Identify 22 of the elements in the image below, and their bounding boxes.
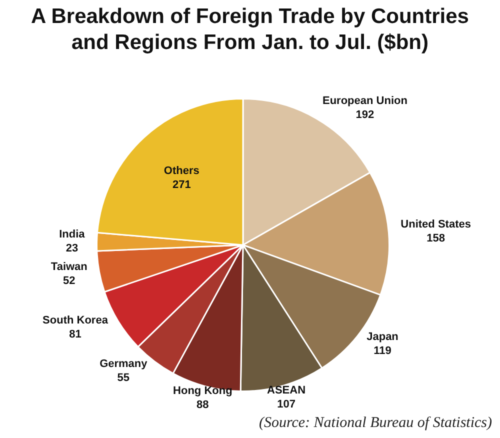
- slice-label: Japan: [366, 330, 399, 343]
- data-label: 107: [277, 398, 296, 410]
- slice-label: Germany: [100, 358, 148, 370]
- slice-label: India: [59, 228, 86, 241]
- text: (Source: National Bureau of Statistics): [258, 415, 492, 432]
- slice-label: Taiwan: [50, 260, 88, 273]
- slice-label: United States: [400, 218, 471, 231]
- chart-title: A Breakdown of Foreign Trade by Countries and Regions From Jan. to Jul. ($bn): [30, 4, 470, 56]
- slice-label: Hong Kong: [173, 385, 232, 398]
- slice-label: European Union: [322, 95, 408, 108]
- data-label: 88: [196, 399, 209, 412]
- data-label: 271: [172, 179, 191, 192]
- slice-label: ASEAN: [267, 384, 306, 396]
- data-label: 23: [66, 242, 78, 255]
- data-label: 119: [374, 344, 392, 357]
- data-label: 158: [426, 232, 446, 245]
- slice-label: Others: [164, 165, 200, 178]
- data-label: 52: [63, 274, 76, 287]
- slice-label: South Korea: [42, 314, 109, 327]
- data-label: 55: [117, 372, 130, 384]
- data-label: 192: [356, 109, 374, 122]
- data-label: 81: [69, 328, 82, 341]
